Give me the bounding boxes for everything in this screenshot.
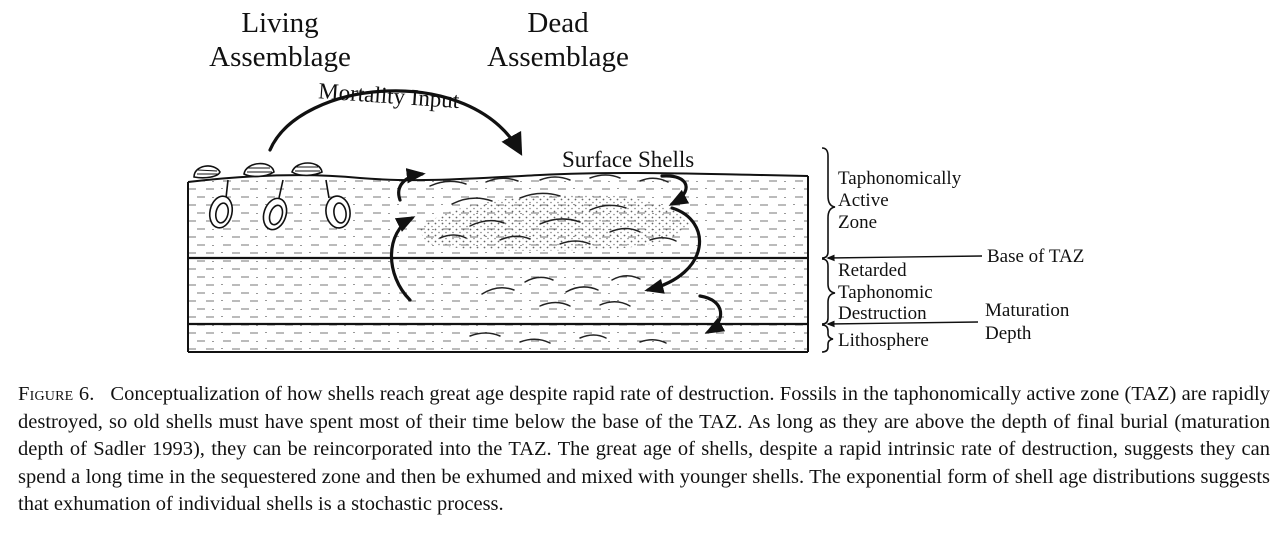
mortality-input-arrow [268,89,523,156]
lithosphere-brace [821,324,834,353]
maturation-depth-pointer [826,320,979,328]
living-shell-2 [243,162,288,231]
base-of-taz-pointer [826,254,983,262]
mortality-input-label: Mortality Input [318,78,461,113]
taz-label-line3: Zone [838,212,877,233]
base-of-taz-label: Base of TAZ [987,246,1084,267]
dead-label-line1: Dead [527,7,589,39]
circulation-arrows [268,89,726,334]
surface-right-arrow [660,174,690,206]
living-label-line2: Assemblage [209,41,351,73]
maturation-label-line2: Depth [985,323,1032,344]
figure-caption-text: Conceptualization of how shells reach gr… [18,383,1270,516]
taz-brace [821,147,836,259]
mixed-shell-zone [420,194,690,251]
maturation-label-line1: Maturation [985,300,1070,321]
maturation-arrow [698,294,726,334]
retarded-label-line3: Destruction [838,303,927,324]
zone-braces [821,147,836,353]
figure-caption: Figure 6. Conceptualization of how shell… [18,381,1270,519]
dead-shell-fragments [429,174,677,344]
taz-label-line1: Taphonomically [838,168,962,189]
lithosphere-label: Lithosphere [838,330,929,351]
sediment-surface [187,171,809,183]
retarded-label-line1: Retarded [838,260,907,281]
right-downward-arrow [644,206,702,294]
retarded-label-line2: Taphonomic [838,282,933,303]
surface-shells-label: Surface Shells [562,147,694,172]
surface-left-arrow [397,168,426,202]
living-shell-1 [193,165,234,229]
living-shell-3 [291,162,351,229]
taphonomy-diagram: Living Assemblage Dead Assemblage Mortal… [187,7,1084,353]
living-label-line1: Living [241,7,318,39]
dead-label-line2: Assemblage [487,41,629,73]
left-upward-arrow [389,216,416,302]
taz-label-line2: Active [838,190,889,211]
figure-caption-label: Figure 6. [18,383,95,405]
retarded-brace [821,258,836,325]
living-assemblage [193,162,351,231]
